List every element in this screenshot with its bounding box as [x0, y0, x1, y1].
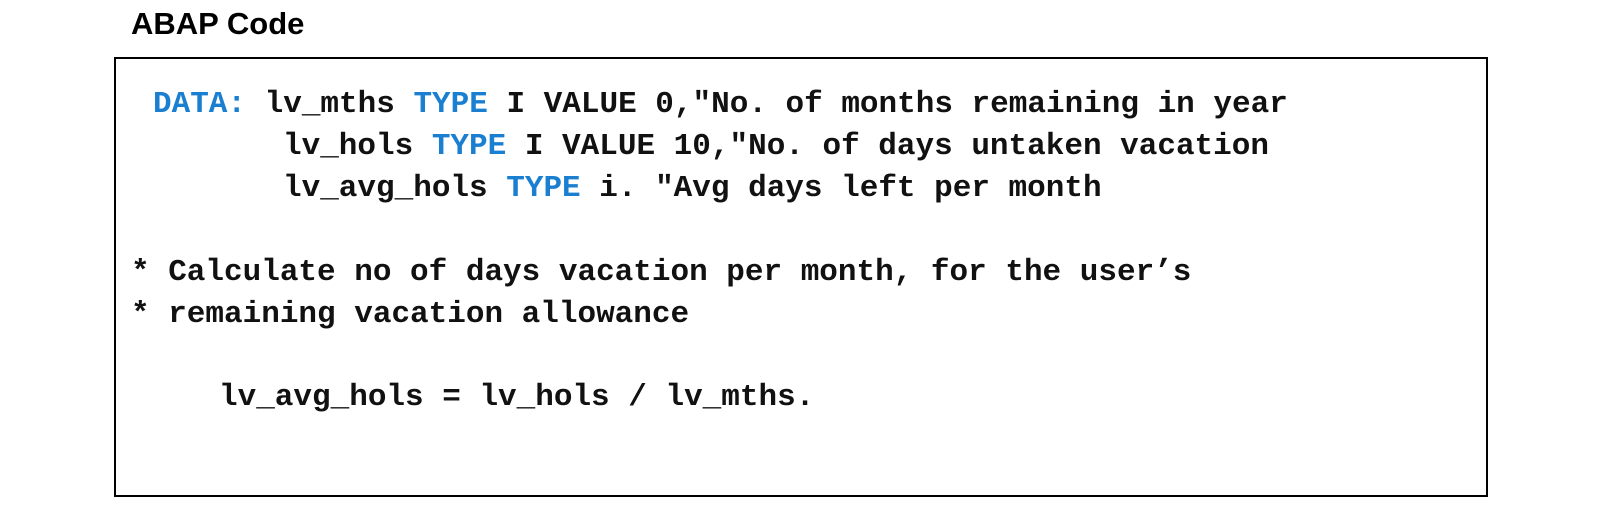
code-text: lv_mths: [246, 87, 414, 122]
code-block: [114, 57, 1488, 497]
keyword-type: TYPE: [506, 171, 581, 206]
code-text: I VALUE 10,"No. of days untaken vacation: [506, 129, 1269, 164]
code-text: lv_hols: [283, 129, 432, 164]
keyword-type: TYPE: [413, 87, 488, 122]
keyword-data: DATA:: [153, 87, 247, 122]
keyword-type: TYPE: [431, 129, 507, 164]
code-text: i. "Avg days left per month: [580, 171, 1102, 206]
code-line-data-declaration-2: lv_hols TYPE I VALUE 10,"No. of days unt…: [283, 131, 1269, 162]
section-heading: ABAP Code: [131, 6, 305, 41]
code-comment-line-2: * remaining vacation allowance: [131, 297, 690, 332]
code-text: lv_avg_hols: [283, 171, 507, 206]
code-text: I VALUE 0,"No. of months remaining in ye…: [487, 87, 1288, 122]
code-comment-line-1: * Calculate no of days vacation per mont…: [131, 255, 1192, 290]
code-statement-line: lv_avg_hols = lv_hols / lv_mths.: [219, 380, 815, 415]
code-line-data-declaration-3: lv_avg_hols TYPE i. "Avg days left per m…: [283, 173, 1102, 204]
code-line-data-declaration-1: DATA: lv_mths TYPE I VALUE 0,"No. of mon…: [153, 89, 1288, 120]
